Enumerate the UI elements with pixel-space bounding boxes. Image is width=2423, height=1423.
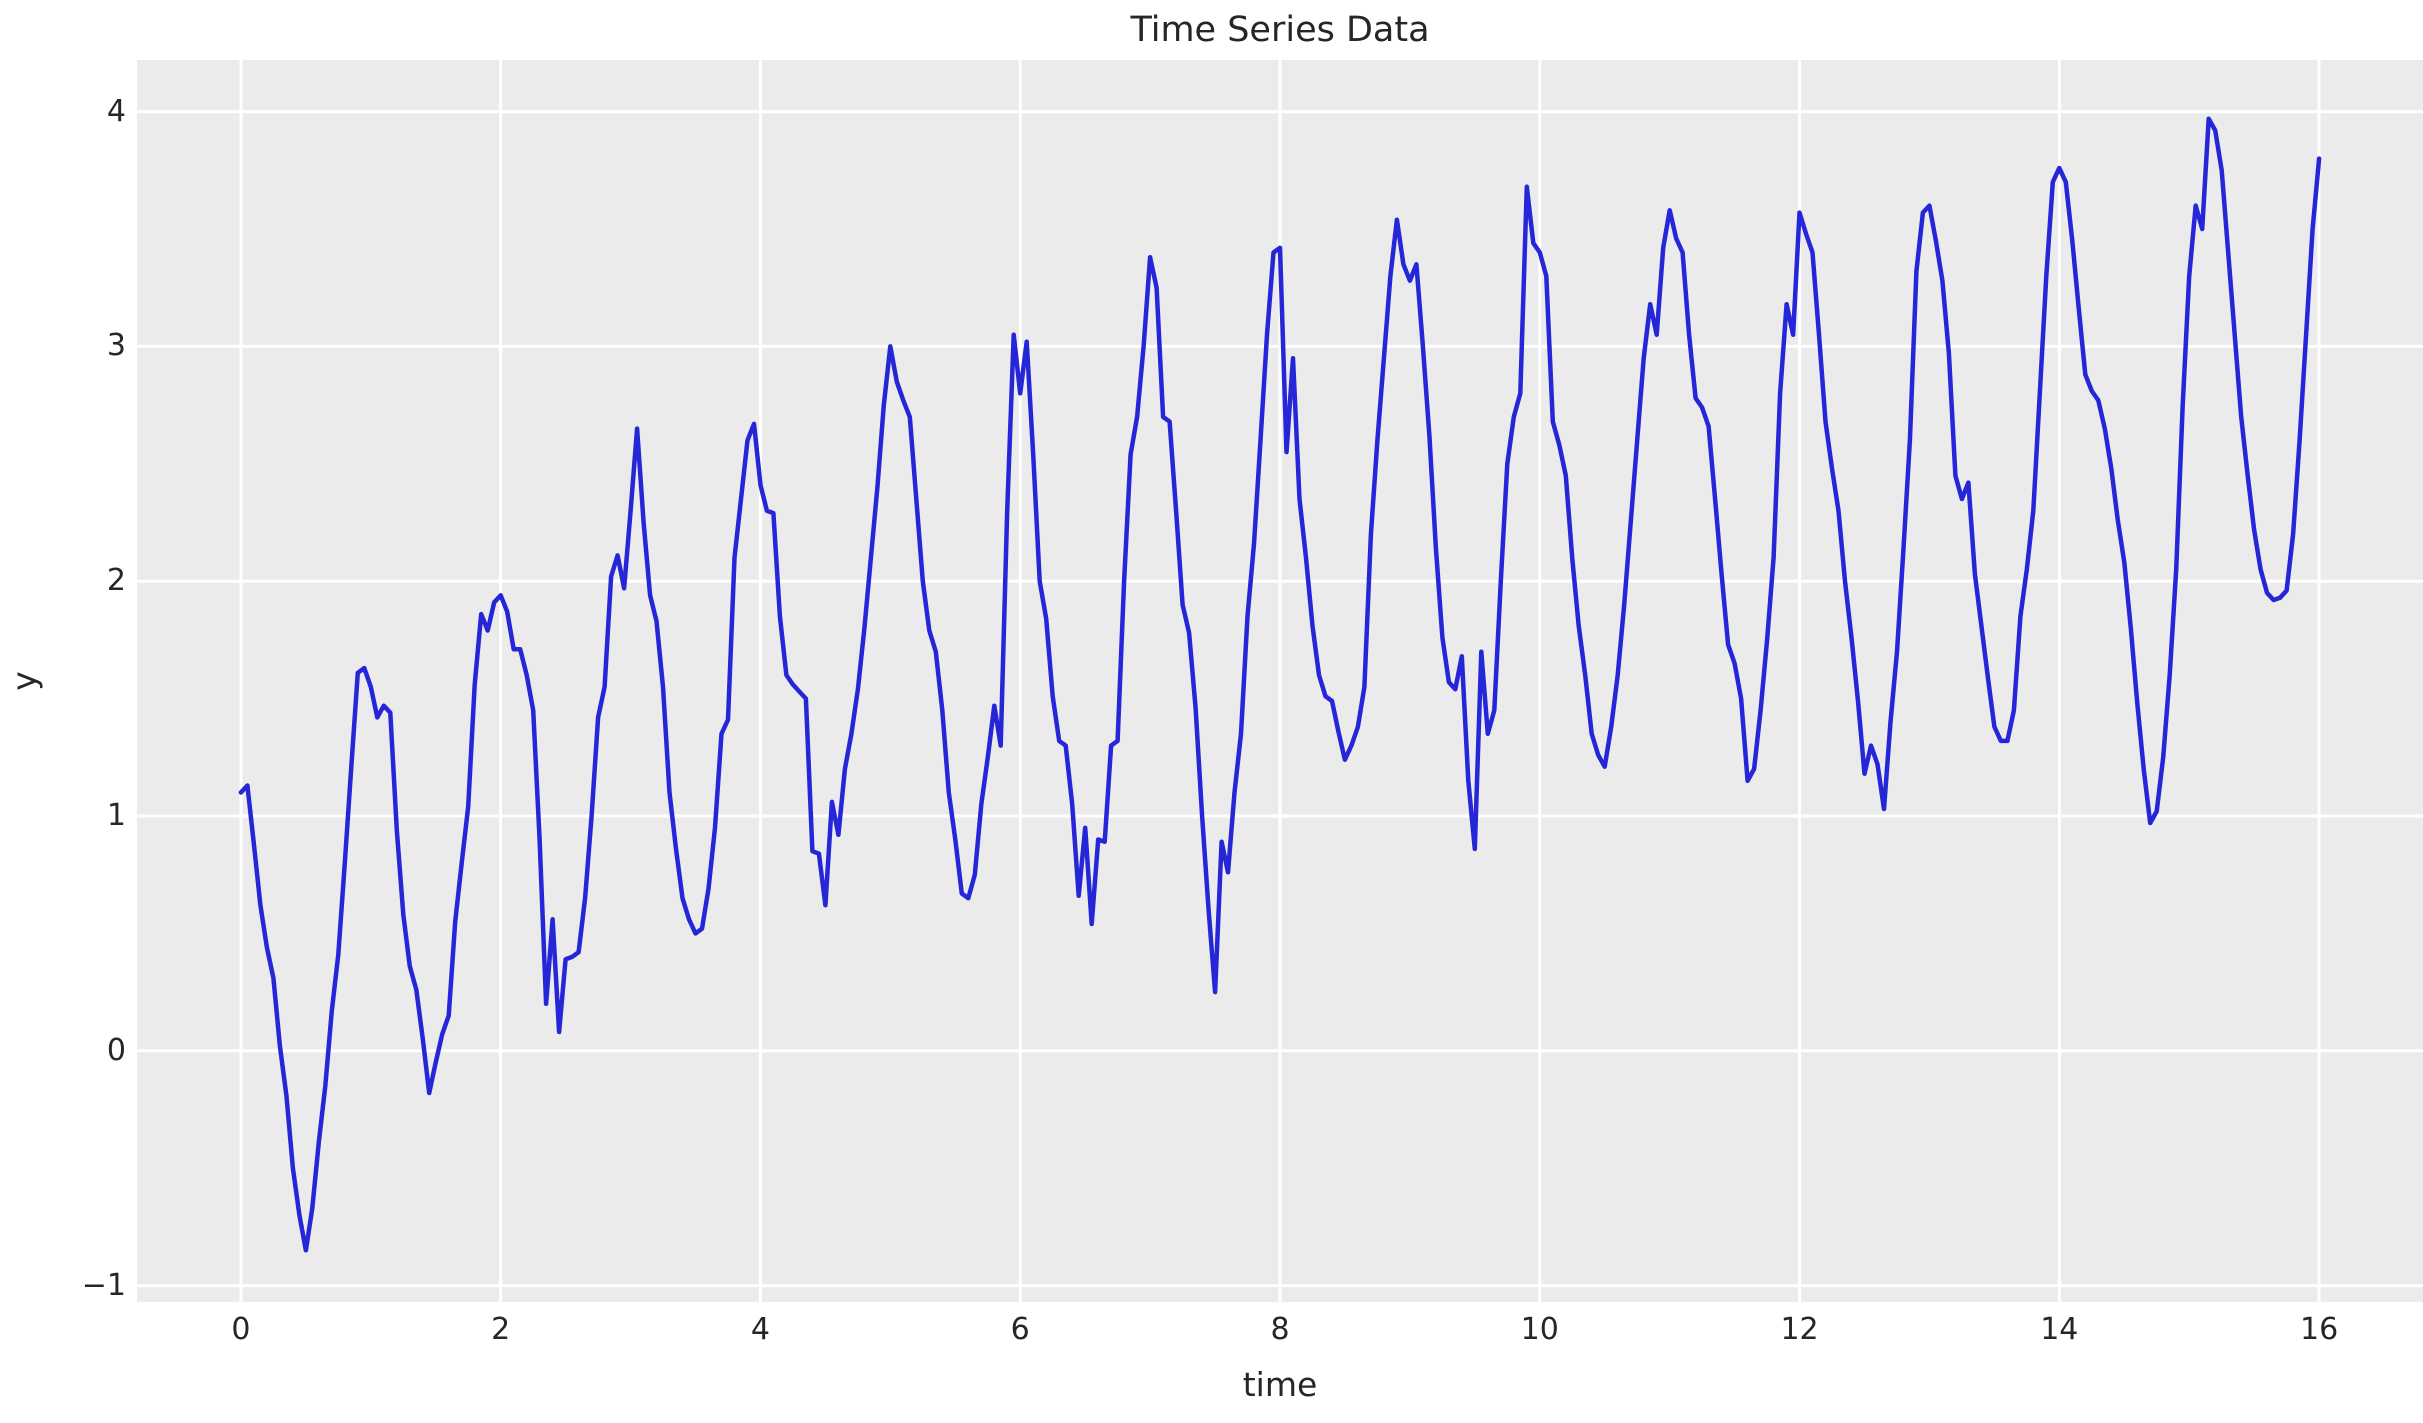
gridlines <box>137 60 2423 1302</box>
x-tick-label-2: 2 <box>491 1312 511 1347</box>
y-tick-label-2: 2 <box>106 563 126 599</box>
plot-canvas <box>137 60 2423 1302</box>
x-tick-label-14: 14 <box>2040 1312 2079 1347</box>
x-tick-label-6: 6 <box>1010 1312 1030 1347</box>
y-tick-label-4: 4 <box>106 93 126 129</box>
x-tick-label-10: 10 <box>1520 1312 1559 1347</box>
x-tick-label-4: 4 <box>750 1312 770 1347</box>
x-tick-label-0: 0 <box>231 1312 251 1347</box>
x-axis-label: time <box>1242 1365 1318 1404</box>
plot-area <box>137 60 2423 1302</box>
y-tick-label--1: −1 <box>81 1267 126 1303</box>
timeseries-line <box>238 116 2322 1253</box>
x-tick-label-8: 8 <box>1270 1312 1290 1347</box>
x-tick-label-16: 16 <box>2299 1312 2339 1347</box>
y-tick-label-1: 1 <box>106 798 126 833</box>
x-tick-label-12: 12 <box>1780 1312 1819 1347</box>
y-tick-label-0: 0 <box>106 1032 126 1068</box>
y-tick-label-3: 3 <box>106 328 126 364</box>
chart-title: Time Series Data <box>1130 10 1430 50</box>
y-axis-label: y <box>4 671 44 691</box>
